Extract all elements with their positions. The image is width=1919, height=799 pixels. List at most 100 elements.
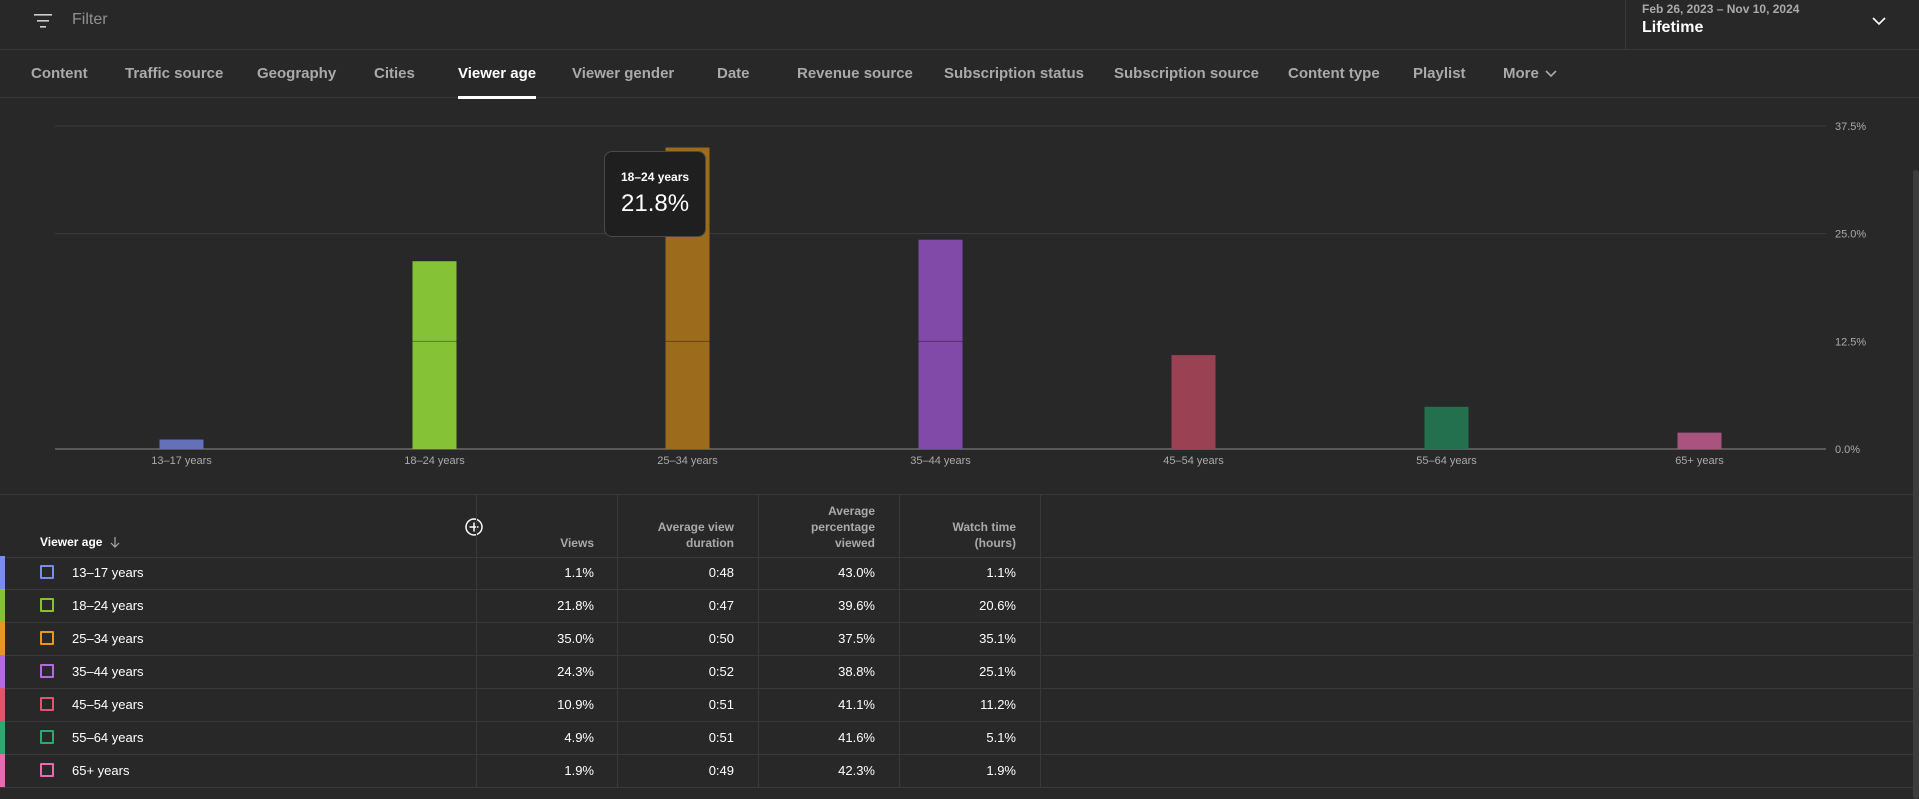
tab-revenue-source[interactable]: Revenue source [797,65,913,82]
header-line: (hours) [974,536,1016,550]
column-divider [758,494,759,787]
cell-views: 1.9% [564,763,594,778]
row-color-stripe [0,721,5,754]
row-label: 45–54 years [72,697,144,712]
bar-5[interactable] [1171,355,1216,449]
cell-avg-percentage-viewed: 37.5% [838,631,875,646]
cell-views: 1.1% [564,565,594,580]
tooltip-label: 18–24 years [621,170,690,184]
bar-2[interactable] [412,261,457,449]
date-period-label: Lifetime [1642,19,1704,36]
tab-cities[interactable]: Cities [374,65,415,82]
bar-1[interactable] [159,439,204,449]
column-divider [1040,494,1041,787]
y-tick-label: 12.5% [1835,336,1866,348]
cell-avg-percentage-viewed: 41.6% [838,730,875,745]
tab-content-type[interactable]: Content type [1288,65,1380,82]
cell-watch-time: 25.1% [979,664,1016,679]
tab-traffic-source[interactable]: Traffic source [125,65,224,82]
chevron-down-icon [1545,70,1557,78]
table-row[interactable]: 55–64 years 4.9% 0:51 41.6% 5.1% [0,721,1919,755]
tab-date[interactable]: Date [717,65,750,82]
tab-geography[interactable]: Geography [257,65,337,82]
row-label: 25–34 years [72,631,144,646]
x-tick-label: 65+ years [1675,455,1724,467]
cell-avg-percentage-viewed: 39.6% [838,598,875,613]
row-checkbox[interactable] [40,565,54,579]
table-header: Viewer age Views Average view duration A… [0,494,1919,558]
tab-viewer-age[interactable]: Viewer age [458,65,537,99]
cell-avg-view-duration: 0:51 [708,697,734,712]
date-range-text: Feb 26, 2023 – Nov 10, 2024 [1642,2,1800,16]
column-header-viewer-age-label: Viewer age [40,535,103,549]
tab-subscription-status[interactable]: Subscription status [944,65,1085,82]
row-color-stripe [0,754,5,787]
chevron-down-icon[interactable] [1870,12,1888,30]
column-header-avg-percentage-viewed[interactable]: Average percentage viewed [811,503,875,551]
bar-4[interactable] [918,239,963,449]
cell-avg-view-duration: 0:51 [708,730,734,745]
row-checkbox[interactable] [40,664,54,678]
tab-subscription-source[interactable]: Subscription source [1114,65,1260,82]
row-color-stripe [0,655,5,688]
cell-avg-view-duration: 0:48 [708,565,734,580]
cell-watch-time: 20.6% [979,598,1016,613]
cell-watch-time: 11.2% [980,697,1016,712]
x-tick-label: 45–54 years [1163,455,1224,467]
bar-7[interactable] [1677,432,1722,449]
table-row[interactable]: 45–54 years 10.9% 0:51 41.1% 11.2% [0,688,1919,722]
cell-watch-time: 1.1% [986,565,1016,580]
table-row[interactable]: 25–34 years 35.0% 0:50 37.5% 35.1% [0,622,1919,656]
row-checkbox[interactable] [40,730,54,744]
cell-avg-percentage-viewed: 41.1% [838,697,875,712]
column-divider [617,494,618,787]
header-line: Average [828,504,875,518]
x-tick-label: 35–44 years [910,455,971,467]
bar-6[interactable] [1424,406,1469,449]
column-divider [476,494,477,787]
x-tick-label: 18–24 years [404,455,465,467]
cell-views: 21.8% [557,598,594,613]
cell-views: 24.3% [557,664,594,679]
x-tick-label: 13–17 years [151,455,212,467]
column-divider [899,494,900,787]
tab-more[interactable]: More [1503,65,1557,82]
column-header-viewer-age[interactable]: Viewer age [40,535,120,549]
add-column-icon[interactable] [465,518,483,536]
row-checkbox[interactable] [40,631,54,645]
row-color-stripe [0,688,5,721]
column-header-views[interactable]: Views [560,536,594,550]
row-color-stripe [0,556,5,589]
table-row[interactable]: 18–24 years 21.8% 0:47 39.6% 20.6% [0,589,1919,623]
cell-avg-percentage-viewed: 42.3% [838,763,875,778]
header-line: percentage [810,520,875,534]
row-checkbox[interactable] [40,598,54,612]
column-header-watch-time[interactable]: Watch time (hours) [952,519,1016,551]
row-checkbox[interactable] [40,763,54,777]
tab-content[interactable]: Content [31,65,88,82]
date-range-picker[interactable]: Feb 26, 2023 – Nov 10, 2024 Lifetime [1625,0,1919,49]
scrollbar[interactable] [1913,170,1919,799]
filter-input[interactable]: Filter [72,11,108,28]
table-row[interactable]: 13–17 years 1.1% 0:48 43.0% 1.1% [0,556,1919,590]
cell-avg-view-duration: 0:52 [708,664,734,679]
tab-viewer-gender[interactable]: Viewer gender [572,65,675,82]
row-label: 13–17 years [72,565,144,580]
chart-tooltip: 18–24 years 21.8% [604,151,706,237]
table-row[interactable]: 35–44 years 24.3% 0:52 38.8% 25.1% [0,655,1919,689]
y-tick-label: 37.5% [1835,121,1866,133]
y-tick-label: 25.0% [1835,229,1866,241]
cell-avg-view-duration: 0:49 [708,763,734,778]
tab-more-label: More [1503,65,1539,82]
dimension-tabs: Content Traffic source Geography Cities … [0,50,1919,99]
cell-views: 4.9% [564,730,594,745]
row-checkbox[interactable] [40,697,54,711]
column-header-avg-view-duration[interactable]: Average view duration [658,519,734,551]
tab-playlist[interactable]: Playlist [1413,65,1466,82]
filter-icon[interactable] [34,13,52,29]
tooltip-value: 21.8% [621,190,690,217]
header-line: duration [686,536,734,550]
cell-avg-percentage-viewed: 43.0% [838,565,875,580]
table-row[interactable]: 65+ years 1.9% 0:49 42.3% 1.9% [0,754,1919,788]
cell-views: 35.0% [557,631,594,646]
